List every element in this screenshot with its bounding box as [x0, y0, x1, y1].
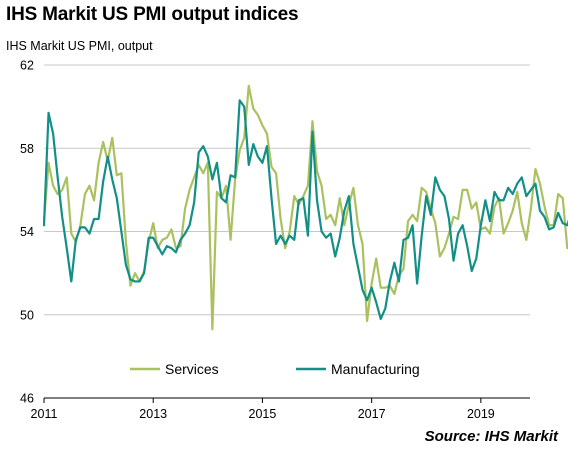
- series-line-services: [42, 84, 568, 331]
- y-tick-label-58: 58: [20, 142, 34, 156]
- legend-label-manufacturing: Manufacturing: [331, 361, 420, 377]
- y-tick-labels: 46 50 54 58 62: [20, 59, 34, 406]
- chart-title: IHS Markit US PMI output indices: [6, 4, 299, 25]
- y-tick-label-50: 50: [20, 308, 34, 322]
- y-tick-label-54: 54: [20, 225, 34, 239]
- x-tick-label-2013: 2013: [139, 407, 167, 421]
- series-line-manufacturing: [42, 99, 568, 321]
- legend-label-services: Services: [165, 361, 219, 377]
- source-note: Source: IHS Markit: [424, 428, 558, 445]
- legend: Services Manufacturing: [130, 361, 420, 377]
- x-tick-label-2019: 2019: [467, 407, 495, 421]
- x-tick-label-2015: 2015: [249, 407, 277, 421]
- series-lines: [42, 84, 568, 331]
- grid-lines: [44, 64, 530, 316]
- y-axis-label: IHS Markit US PMI, output: [6, 39, 153, 53]
- y-tick-label-46: 46: [20, 392, 34, 406]
- y-tick-label-62: 62: [20, 59, 34, 73]
- x-tick-label-2017: 2017: [358, 407, 386, 421]
- x-tick-label-2011: 2011: [31, 407, 58, 421]
- x-tick-labels: 2011 2013 2015 2017 2019: [31, 398, 495, 421]
